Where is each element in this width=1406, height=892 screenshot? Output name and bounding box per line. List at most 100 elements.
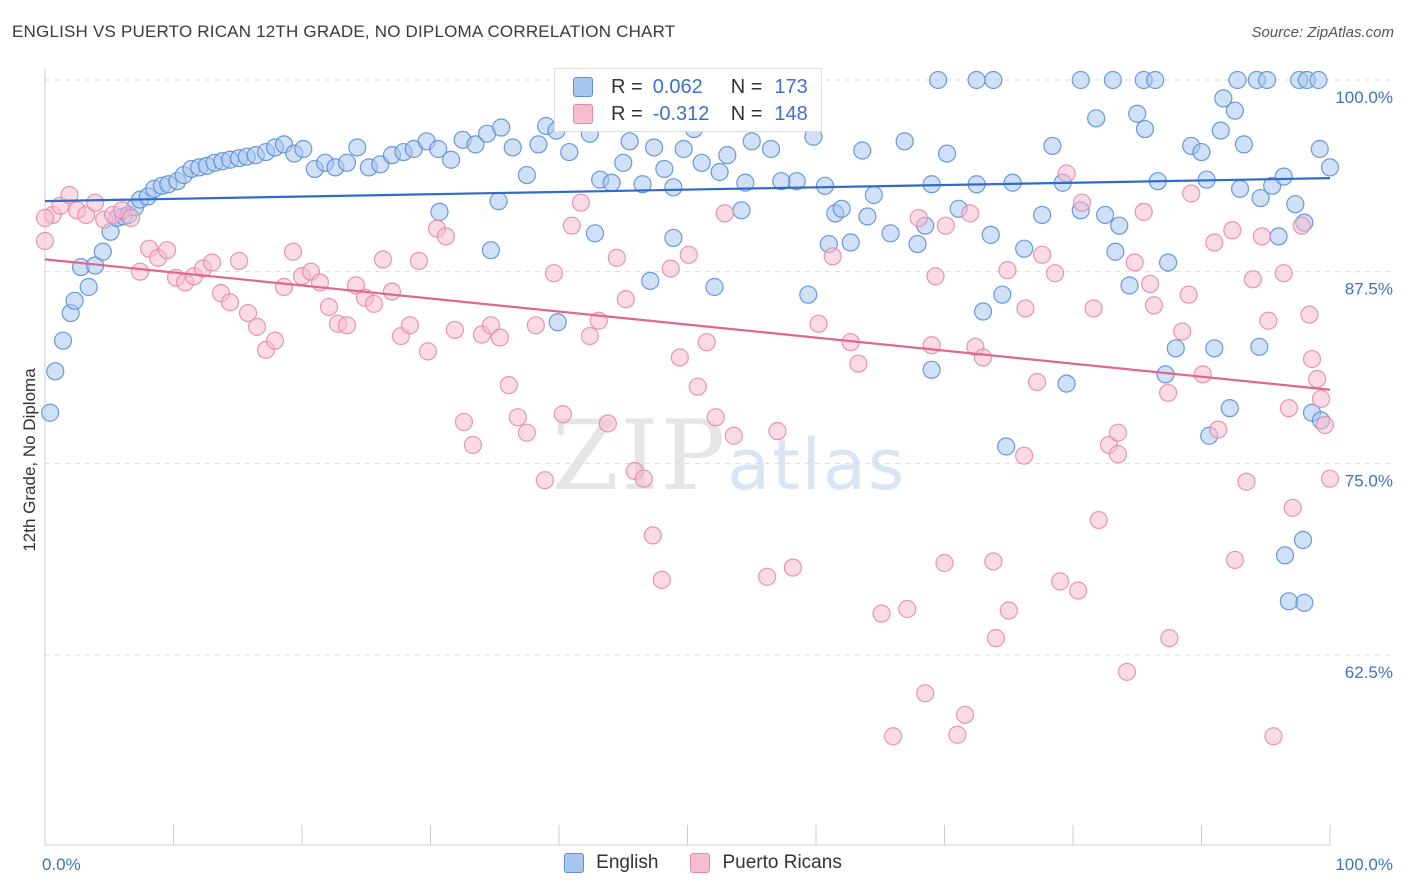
english-point — [517, 165, 536, 185]
puerto-point — [1069, 581, 1088, 600]
puerto-r-value: -0.312 — [652, 102, 710, 125]
puerto-point — [643, 526, 662, 545]
puerto-point — [1089, 510, 1108, 530]
english-point — [1279, 592, 1298, 611]
puerto-point — [1108, 445, 1128, 464]
english-trend-line — [44, 177, 1331, 203]
puerto-point — [1179, 285, 1198, 304]
puerto-point — [562, 216, 581, 235]
puerto-point — [220, 293, 240, 312]
puerto-point — [1209, 420, 1228, 439]
puerto-point — [1320, 469, 1340, 488]
english-n-value: 173 — [774, 75, 808, 98]
english-point — [993, 285, 1012, 304]
english-point — [908, 234, 927, 254]
legend-item-puerto: Puerto Ricans — [690, 852, 842, 874]
puerto-point — [1016, 299, 1035, 318]
english-point — [1043, 136, 1062, 156]
puerto-point — [337, 316, 357, 335]
puerto-point — [922, 336, 941, 355]
puerto-point — [984, 552, 1003, 571]
puerto-point — [670, 348, 689, 367]
english-point — [53, 331, 73, 350]
puerto-point — [1144, 296, 1164, 315]
english-point — [655, 159, 674, 179]
puerto-point — [998, 261, 1017, 280]
english-point — [620, 132, 639, 151]
puerto-point — [1279, 399, 1298, 418]
puerto-point — [1158, 383, 1178, 402]
english-point — [692, 153, 711, 172]
english-point — [1110, 216, 1129, 235]
puerto-point — [1173, 322, 1192, 341]
puerto-point — [1108, 423, 1128, 442]
puerto-point — [35, 231, 55, 251]
english-point — [1214, 89, 1233, 108]
english-point — [1205, 339, 1224, 358]
puerto-point — [319, 297, 339, 317]
puerto-point — [661, 259, 680, 278]
english-point — [1250, 337, 1269, 356]
english-point — [65, 291, 84, 310]
english-point — [1057, 374, 1076, 393]
english-point — [481, 241, 500, 260]
english-point — [644, 138, 664, 157]
puerto-point — [706, 408, 725, 427]
puerto-trend-line — [44, 258, 1331, 391]
english-point — [492, 118, 511, 137]
english-point — [710, 162, 729, 182]
puerto-point — [783, 558, 802, 577]
puerto-point — [961, 204, 980, 223]
english-swatch — [573, 77, 593, 97]
english-point — [832, 199, 851, 218]
puerto-point — [1193, 365, 1212, 384]
english-point — [1211, 121, 1230, 140]
english-point — [560, 142, 579, 162]
puerto-point — [418, 342, 438, 361]
puerto-point — [1084, 299, 1103, 318]
english-point — [429, 139, 448, 159]
legend-item-english: English — [564, 852, 658, 874]
puerto-point — [553, 405, 572, 424]
english-point — [1230, 179, 1250, 198]
puerto-point — [849, 354, 868, 373]
puerto-point — [1283, 498, 1302, 517]
puerto-point — [274, 277, 294, 297]
puerto-point — [1243, 270, 1263, 289]
y-tick-label: 100.0% — [1335, 88, 1393, 107]
english-point — [858, 207, 877, 226]
puerto-n-value: 148 — [774, 102, 808, 125]
puerto-point — [607, 248, 626, 267]
english-point — [1087, 109, 1106, 128]
english-point — [1106, 242, 1125, 261]
puerto-point — [382, 282, 402, 301]
english-point — [1096, 205, 1115, 225]
puerto-point — [535, 471, 554, 490]
puerto-point — [955, 705, 975, 724]
puerto-point — [823, 247, 842, 266]
english-point — [337, 153, 357, 172]
puerto-point — [1252, 227, 1271, 246]
english-r-value: 0.062 — [652, 75, 703, 98]
english-point — [529, 135, 548, 154]
english-point — [1158, 253, 1178, 272]
english-point — [1225, 101, 1245, 120]
english-point — [761, 139, 781, 159]
puerto-point — [130, 262, 150, 281]
puerto-point — [909, 208, 928, 228]
puerto-point — [571, 193, 590, 212]
english-point — [1192, 142, 1211, 162]
puerto-point — [1182, 184, 1201, 203]
english-point — [1286, 195, 1305, 214]
puerto-point — [1259, 311, 1278, 330]
puerto-point — [202, 253, 222, 272]
puerto-point — [973, 348, 993, 367]
puerto-point — [688, 377, 707, 396]
puerto-point — [157, 241, 177, 260]
english-point — [1274, 167, 1293, 186]
puerto-point — [598, 414, 617, 433]
puerto-point — [445, 320, 465, 340]
puerto-point — [935, 553, 954, 573]
english-point — [1234, 135, 1254, 154]
